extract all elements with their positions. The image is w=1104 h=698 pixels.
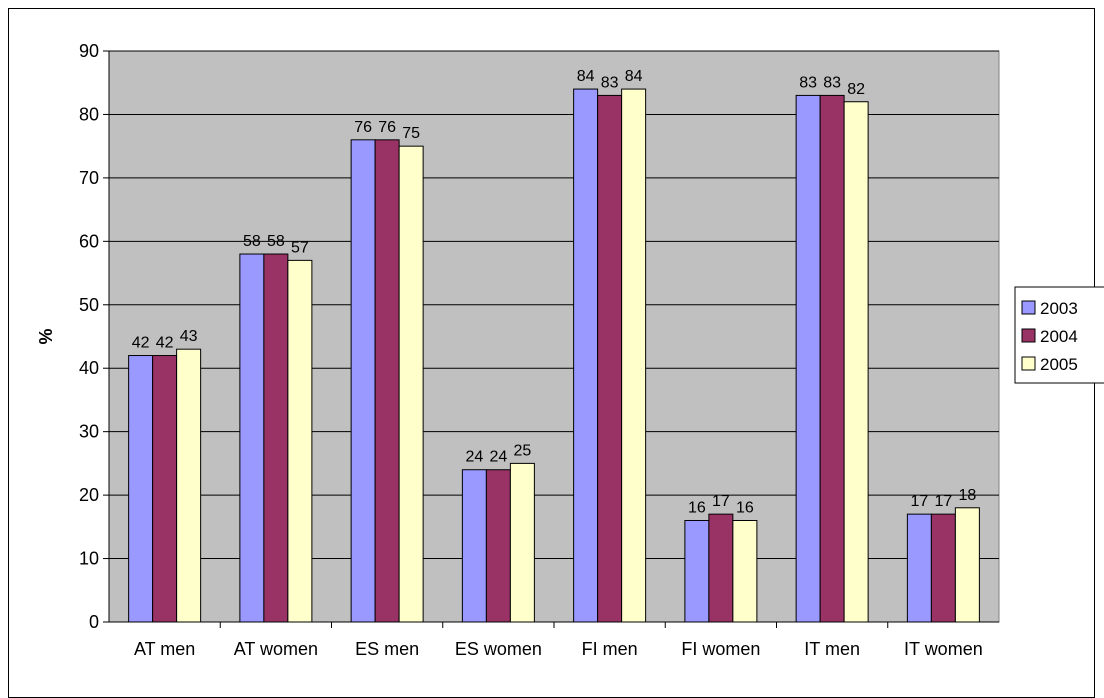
data-label: 83 bbox=[601, 74, 619, 91]
category-label: FI men bbox=[582, 639, 638, 659]
legend-label: 2004 bbox=[1040, 327, 1078, 346]
bar-2005 bbox=[621, 88, 647, 623]
y-tick-label: 30 bbox=[79, 422, 99, 442]
data-label: 24 bbox=[465, 449, 483, 466]
bar-2005 bbox=[287, 259, 313, 623]
category-label: ES men bbox=[355, 639, 419, 659]
y-tick-label: 90 bbox=[79, 41, 99, 61]
data-label: 18 bbox=[958, 487, 976, 504]
bar-2005 bbox=[176, 348, 202, 623]
data-label: 83 bbox=[799, 74, 817, 91]
y-tick-label: 80 bbox=[79, 104, 99, 124]
data-label: 57 bbox=[291, 239, 309, 256]
legend: 2003 2004 2005 bbox=[1014, 286, 1104, 384]
data-label: 82 bbox=[847, 81, 865, 98]
bar-2003 bbox=[906, 513, 932, 623]
bar-2003 bbox=[573, 88, 599, 623]
data-label: 58 bbox=[243, 233, 261, 250]
bar-2005 bbox=[732, 519, 758, 623]
y-tick-label: 10 bbox=[79, 549, 99, 569]
legend-swatch-2004 bbox=[1021, 328, 1036, 343]
data-labels-group: 42 42 43 58 58 57 76 76 75 24 24 25 84 83 84 16 17 16 83 83… bbox=[132, 68, 977, 516]
bar-2004 bbox=[819, 94, 845, 623]
bar-2004 bbox=[263, 253, 289, 623]
bar-2003 bbox=[795, 94, 821, 623]
bar-2004 bbox=[485, 469, 511, 623]
bar-chart: 42 42 43 58 58 57 76 76 75 24 24 25 84 83 84 16 17 16 83 83… bbox=[36, 41, 1104, 659]
data-label: 76 bbox=[378, 119, 396, 136]
legend-label: 2003 bbox=[1040, 299, 1078, 318]
data-label: 42 bbox=[156, 335, 174, 352]
y-tick-label: 40 bbox=[79, 358, 99, 378]
category-label: AT women bbox=[234, 639, 318, 659]
legend-swatch-2005 bbox=[1021, 356, 1036, 371]
category-label: IT men bbox=[804, 639, 860, 659]
bar-2005 bbox=[398, 145, 424, 623]
bar-2003 bbox=[461, 469, 487, 623]
bar-2005 bbox=[509, 462, 535, 623]
category-label: IT women bbox=[904, 639, 983, 659]
bar-2005 bbox=[954, 507, 980, 623]
data-label: 17 bbox=[712, 493, 730, 510]
data-label: 84 bbox=[577, 68, 595, 85]
bar-2004 bbox=[708, 513, 734, 623]
data-label: 43 bbox=[180, 328, 198, 345]
data-label: 16 bbox=[688, 499, 706, 516]
y-tick-label: 0 bbox=[89, 612, 99, 632]
y-axis: 0 10 20 30 40 50 60 70 80 90 bbox=[79, 41, 110, 632]
y-tick-label: 60 bbox=[79, 231, 99, 251]
y-tick-label: 50 bbox=[79, 295, 99, 315]
data-label: 83 bbox=[823, 74, 841, 91]
category-label: ES women bbox=[455, 639, 542, 659]
data-label: 16 bbox=[736, 499, 754, 516]
legend-swatch-2003 bbox=[1021, 300, 1036, 315]
y-tick-label: 70 bbox=[79, 168, 99, 188]
bar-2004 bbox=[152, 355, 178, 623]
bar-2003 bbox=[239, 253, 265, 623]
data-label: 58 bbox=[267, 233, 285, 250]
bars-group bbox=[128, 88, 980, 623]
x-axis: AT men AT women ES men ES women FI men FI wom… bbox=[109, 621, 999, 659]
data-label: 25 bbox=[513, 442, 531, 459]
bar-2005 bbox=[843, 101, 869, 623]
bar-2003 bbox=[684, 519, 710, 623]
bar-2003 bbox=[128, 355, 154, 623]
data-label: 42 bbox=[132, 335, 150, 352]
bar-2004 bbox=[930, 513, 956, 623]
category-label: FI women bbox=[681, 639, 760, 659]
bar-2003 bbox=[350, 139, 376, 623]
category-label: AT men bbox=[134, 639, 195, 659]
data-label: 17 bbox=[934, 493, 952, 510]
y-tick-label: 20 bbox=[79, 485, 99, 505]
data-label: 24 bbox=[489, 449, 507, 466]
bar-2004 bbox=[597, 94, 623, 623]
data-label: 84 bbox=[625, 68, 643, 85]
legend-label: 2005 bbox=[1040, 355, 1078, 374]
data-label: 75 bbox=[402, 125, 420, 142]
data-label: 76 bbox=[354, 119, 372, 136]
y-axis-label: % bbox=[36, 328, 56, 344]
data-label: 17 bbox=[910, 493, 928, 510]
bar-2004 bbox=[374, 139, 400, 623]
